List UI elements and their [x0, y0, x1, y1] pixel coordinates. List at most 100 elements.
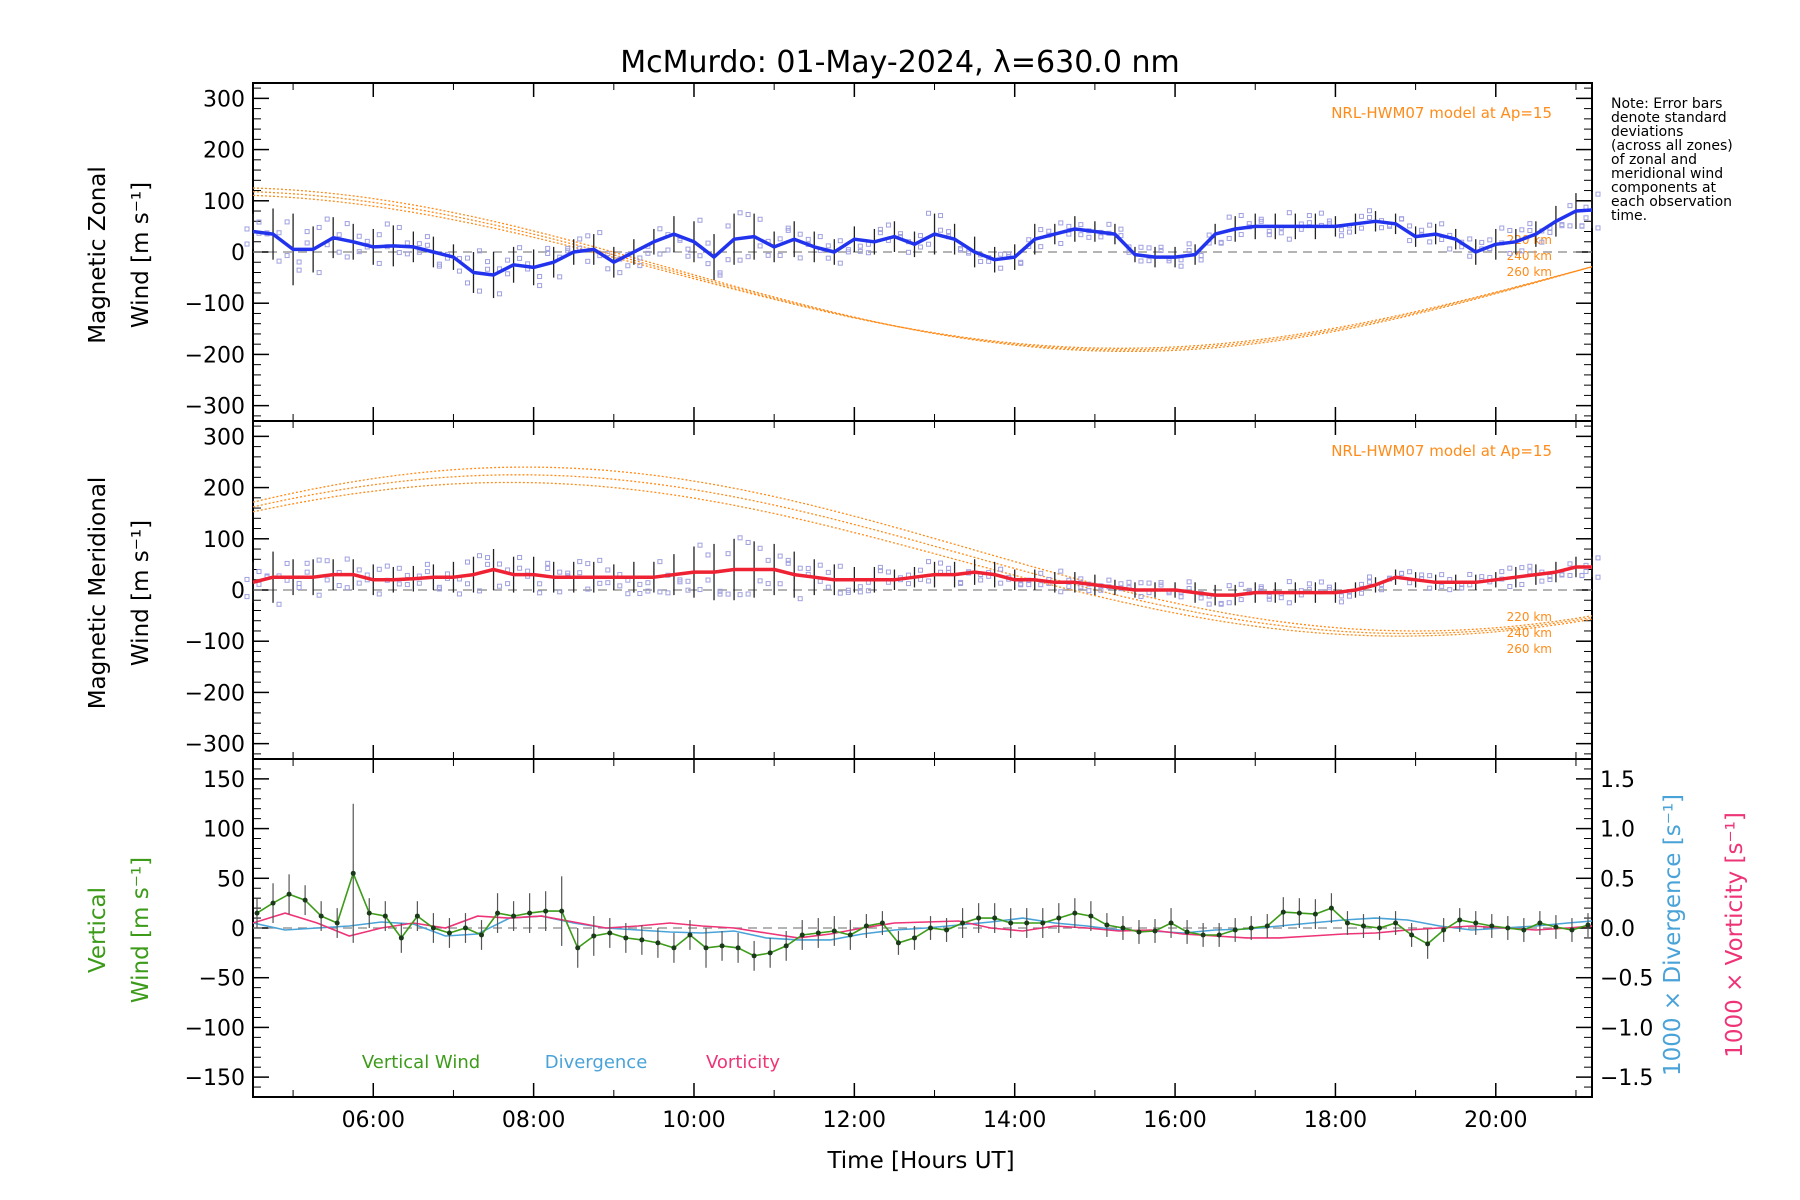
- vertical-wind-point: [1377, 925, 1383, 931]
- zone-sample-marker: [1218, 601, 1224, 607]
- zone-sample-marker: [324, 558, 330, 564]
- zone-sample-marker: [705, 577, 711, 583]
- vertical-wind-point: [1344, 920, 1350, 926]
- zone-sample-marker: [1479, 239, 1485, 245]
- zone-sample-marker: [1318, 210, 1324, 216]
- zone-sample-marker: [557, 589, 563, 595]
- zone-sample-marker: [745, 212, 751, 218]
- zone-sample-marker: [657, 589, 663, 595]
- vertical-wind-point: [1569, 927, 1575, 933]
- zone-sample-marker: [324, 216, 330, 222]
- zone-sample-marker: [316, 592, 322, 598]
- zone-sample-marker: [296, 259, 302, 265]
- zone-sample-marker: [926, 578, 932, 584]
- y-tick-label: 100: [203, 190, 245, 215]
- zone-sample-marker: [1238, 232, 1244, 238]
- zone-sample-marker: [917, 233, 923, 239]
- zone-sample-marker: [825, 243, 831, 249]
- zone-sample-marker: [685, 587, 691, 593]
- zone-sample-marker: [926, 559, 932, 565]
- model-label: NRL-HWM07 model at Ap=15: [1331, 442, 1552, 460]
- zone-sample-marker: [986, 258, 992, 264]
- zone-sample-marker: [1286, 210, 1292, 216]
- zone-sample-marker: [1519, 227, 1525, 233]
- zone-sample-marker: [1086, 234, 1092, 240]
- zone-sample-marker: [404, 240, 410, 246]
- zone-sample-marker: [665, 590, 671, 596]
- zone-sample-marker: [1507, 584, 1513, 590]
- vertical-wind-point: [286, 891, 292, 897]
- zone-sample-marker: [497, 291, 503, 297]
- zone-sample-marker: [404, 582, 410, 588]
- zone-sample-marker: [1507, 227, 1513, 233]
- zone-sample-marker: [336, 232, 342, 238]
- vertical-wind-point: [591, 933, 597, 939]
- zone-sample-marker: [1158, 582, 1164, 588]
- zone-sample-marker: [1527, 221, 1533, 227]
- zone-sample-marker: [316, 270, 322, 276]
- zone-sample-marker: [1595, 225, 1601, 231]
- zone-sample-marker: [1439, 236, 1445, 242]
- vertical-wind-point: [1040, 920, 1046, 926]
- zone-sample-marker: [577, 570, 583, 576]
- zone-sample-marker: [1407, 223, 1413, 229]
- zonal-wind-panel: −300 −200 −100 0 100 200 300 NRL-HWM07 model at…: [185, 82, 1601, 422]
- zone-sample-marker: [1338, 593, 1344, 599]
- zone-sample-marker: [244, 594, 250, 600]
- zone-sample-marker: [857, 243, 863, 249]
- zone-sample-marker: [1379, 225, 1385, 231]
- zone-sample-marker: [1367, 214, 1373, 220]
- zone-sample-marker: [1367, 579, 1373, 585]
- vertical-ylabel-line1: Vertical: [85, 887, 111, 973]
- zone-sample-marker: [424, 569, 430, 575]
- zone-sample-marker: [296, 585, 302, 591]
- zone-sample-marker: [344, 221, 350, 227]
- y-tick-label: −100: [185, 292, 245, 317]
- zone-sample-marker: [1098, 587, 1104, 593]
- zone-sample-marker: [1595, 555, 1601, 561]
- zone-sample-marker: [1066, 583, 1072, 589]
- zone-sample-marker: [1146, 580, 1152, 586]
- zone-sample-marker: [637, 591, 643, 597]
- y2-tick-label: −1.5: [1600, 1066, 1653, 1091]
- zone-sample-marker: [1026, 582, 1032, 588]
- note-line: time.: [1611, 208, 1648, 224]
- zone-sample-marker: [697, 587, 703, 593]
- zone-sample-marker: [717, 588, 723, 594]
- y-tick-label: 200: [203, 139, 245, 164]
- zone-sample-marker: [978, 577, 984, 583]
- zone-sample-marker: [1286, 600, 1292, 606]
- zone-sample-marker: [1467, 571, 1473, 577]
- y2-tick-label: −1.0: [1600, 1016, 1653, 1041]
- zone-sample-marker: [1527, 569, 1533, 575]
- zone-sample-marker: [505, 257, 511, 263]
- zone-sample-marker: [356, 249, 362, 255]
- vertical-wind-point: [1248, 925, 1254, 931]
- zone-sample-marker: [1126, 579, 1132, 585]
- zone-sample-marker: [296, 267, 302, 273]
- zone-sample-marker: [497, 561, 503, 567]
- zone-sample-marker: [585, 561, 591, 567]
- zone-sample-marker: [1499, 225, 1505, 231]
- zone-sample-marker: [276, 258, 282, 264]
- zone-sample-marker: [1427, 573, 1433, 579]
- zone-sample-marker: [825, 569, 831, 575]
- vertical-wind-point: [334, 920, 340, 926]
- zone-sample-marker: [777, 581, 783, 587]
- zone-sample-marker: [537, 283, 543, 289]
- zone-sample-marker: [356, 567, 362, 573]
- y-tick-label: 200: [203, 477, 245, 502]
- zone-sample-marker: [785, 225, 791, 231]
- zone-sample-marker: [565, 570, 571, 576]
- zone-sample-marker: [1226, 235, 1232, 241]
- zone-sample-marker: [1559, 572, 1565, 578]
- vertical-wind-point: [895, 940, 901, 946]
- vertical-wind-point: [1425, 941, 1431, 947]
- vertical-wind-point: [783, 943, 789, 949]
- y-tick-label: 100: [203, 818, 245, 843]
- zone-sample-marker: [637, 263, 643, 269]
- zone-sample-marker: [436, 263, 442, 269]
- vertical-wind-panel: 06:00 08:00 10:00 12:00 14:00 16:00 18:00 20:00…: [185, 758, 1653, 1133]
- vertical-wind-point: [1553, 924, 1559, 930]
